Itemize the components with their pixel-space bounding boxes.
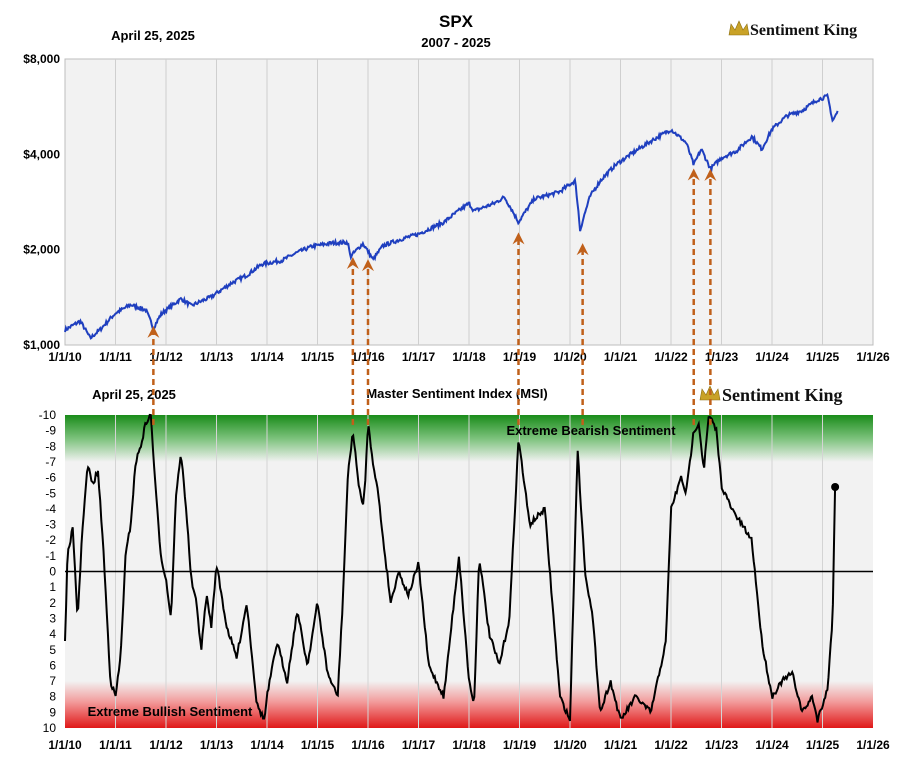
y-tick-label: 5 [49, 643, 56, 657]
y-tick-label: -2 [45, 533, 56, 547]
x-tick-label: 1/1/19 [503, 738, 537, 752]
x-tick-label: 1/1/17 [402, 350, 436, 364]
arrow-head [362, 259, 374, 272]
y-tick-label: -8 [45, 439, 56, 453]
brand-logo-bottom: Sentiment King [699, 385, 843, 405]
bullish-label: Extreme Bullish Sentiment [88, 704, 253, 719]
x-tick-label: 1/1/17 [402, 738, 436, 752]
x-tick-label: 1/1/23 [705, 350, 739, 364]
x-tick-label: 1/1/13 [200, 738, 234, 752]
brand-logo-top: Sentiment King [728, 20, 857, 39]
x-tick-label: 1/1/22 [654, 350, 688, 364]
y-tick-label: $1,000 [23, 338, 60, 352]
x-tick-label: 1/1/20 [553, 738, 587, 752]
msi-date: April 25, 2025 [92, 387, 176, 402]
arrow-head [687, 168, 700, 181]
y-tick-label: $4,000 [23, 147, 60, 161]
x-tick-label: 1/1/11 [99, 738, 132, 752]
spx-title: SPX [439, 12, 474, 31]
arrow-head [576, 243, 589, 256]
y-tick-label: 8 [49, 690, 56, 704]
x-tick-label: 1/1/26 [856, 350, 890, 364]
x-tick-label: 1/1/25 [806, 738, 840, 752]
bearish-label: Extreme Bearish Sentiment [506, 423, 676, 438]
x-tick-label: 1/1/16 [351, 738, 385, 752]
x-tick-label: 1/1/15 [301, 350, 335, 364]
arrow-head [704, 168, 717, 181]
msi-title: Master Sentiment Index (MSI) [366, 386, 547, 401]
spx-chart: $1,000$2,000$4,000$8,000 1/1/10 1/1/11 1/1… [23, 12, 890, 364]
y-tick-label: -10 [39, 408, 57, 422]
x-tick-label: 1/1/11 [99, 350, 132, 364]
x-tick-label: 1/1/22 [654, 738, 688, 752]
y-tick-label: 10 [43, 721, 57, 735]
spx-x-axis: 1/1/10 1/1/11 1/1/12 1/1/13 1/1/14 1/1/15 1/1/… [48, 350, 890, 364]
x-tick-label: 1/1/14 [250, 350, 284, 364]
msi-latest-point [831, 482, 840, 491]
y-tick-label: 2 [49, 596, 56, 610]
x-tick-label: 1/1/12 [149, 350, 183, 364]
y-tick-label: -5 [45, 486, 56, 500]
y-tick-label: 3 [49, 611, 56, 625]
arrow-head [346, 257, 359, 270]
y-tick-label: $2,000 [23, 243, 60, 257]
y-tick-label: -7 [45, 455, 56, 469]
x-tick-label: 1/1/12 [149, 738, 183, 752]
brand-name: Sentiment King [750, 22, 857, 39]
x-tick-label: 1/1/21 [604, 350, 638, 364]
x-tick-label: 1/1/10 [48, 738, 82, 752]
y-tick-label: -6 [45, 471, 56, 485]
y-tick-label: 9 [49, 705, 56, 719]
y-tick-label: 1 [49, 580, 56, 594]
msi-series-line [64, 413, 837, 723]
x-tick-label: 1/1/13 [200, 350, 234, 364]
x-tick-label: 1/1/20 [553, 350, 587, 364]
x-tick-label: 1/1/26 [856, 738, 890, 752]
x-tick-label: 1/1/21 [604, 738, 638, 752]
x-tick-label: 1/1/23 [705, 738, 739, 752]
y-tick-label: -3 [45, 518, 56, 532]
spx-grid [115, 59, 823, 345]
y-tick-label: 4 [49, 627, 56, 641]
x-tick-label: 1/1/18 [452, 350, 486, 364]
brand-name: Sentiment King [722, 385, 843, 405]
y-tick-label: 7 [49, 674, 56, 688]
y-tick-label: -1 [45, 549, 56, 563]
spx-date: April 25, 2025 [111, 28, 195, 43]
spx-y-axis: $1,000 $2,000 $4,000 $8,000 [23, 52, 60, 352]
y-tick-label: 0 [49, 565, 56, 579]
y-tick-label: -4 [45, 502, 56, 516]
x-tick-label: 1/1/24 [755, 350, 789, 364]
x-tick-label: 1/1/18 [452, 738, 486, 752]
spx-subtitle: 2007 - 2025 [421, 35, 490, 50]
x-tick-label: 1/1/19 [503, 350, 537, 364]
x-tick-label: 1/1/15 [301, 738, 335, 752]
correlation-arrows [147, 168, 717, 425]
arrow-head [512, 232, 525, 245]
x-tick-label: 1/1/25 [806, 350, 840, 364]
x-tick-label: 1/1/16 [351, 350, 385, 364]
spx-series-line [64, 92, 839, 340]
crown-icon [728, 20, 750, 36]
x-tick-label: 1/1/24 [755, 738, 789, 752]
x-tick-label: 1/1/14 [250, 738, 284, 752]
y-tick-label: $8,000 [23, 52, 60, 66]
msi-x-axis: 1/1/10 1/1/11 1/1/12 1/1/13 1/1/14 1/1/15 1/1/… [48, 738, 890, 752]
y-tick-label: -9 [45, 424, 56, 438]
x-tick-label: 1/1/10 [48, 350, 82, 364]
y-tick-label: 6 [49, 658, 56, 672]
arrow-head [147, 325, 160, 338]
